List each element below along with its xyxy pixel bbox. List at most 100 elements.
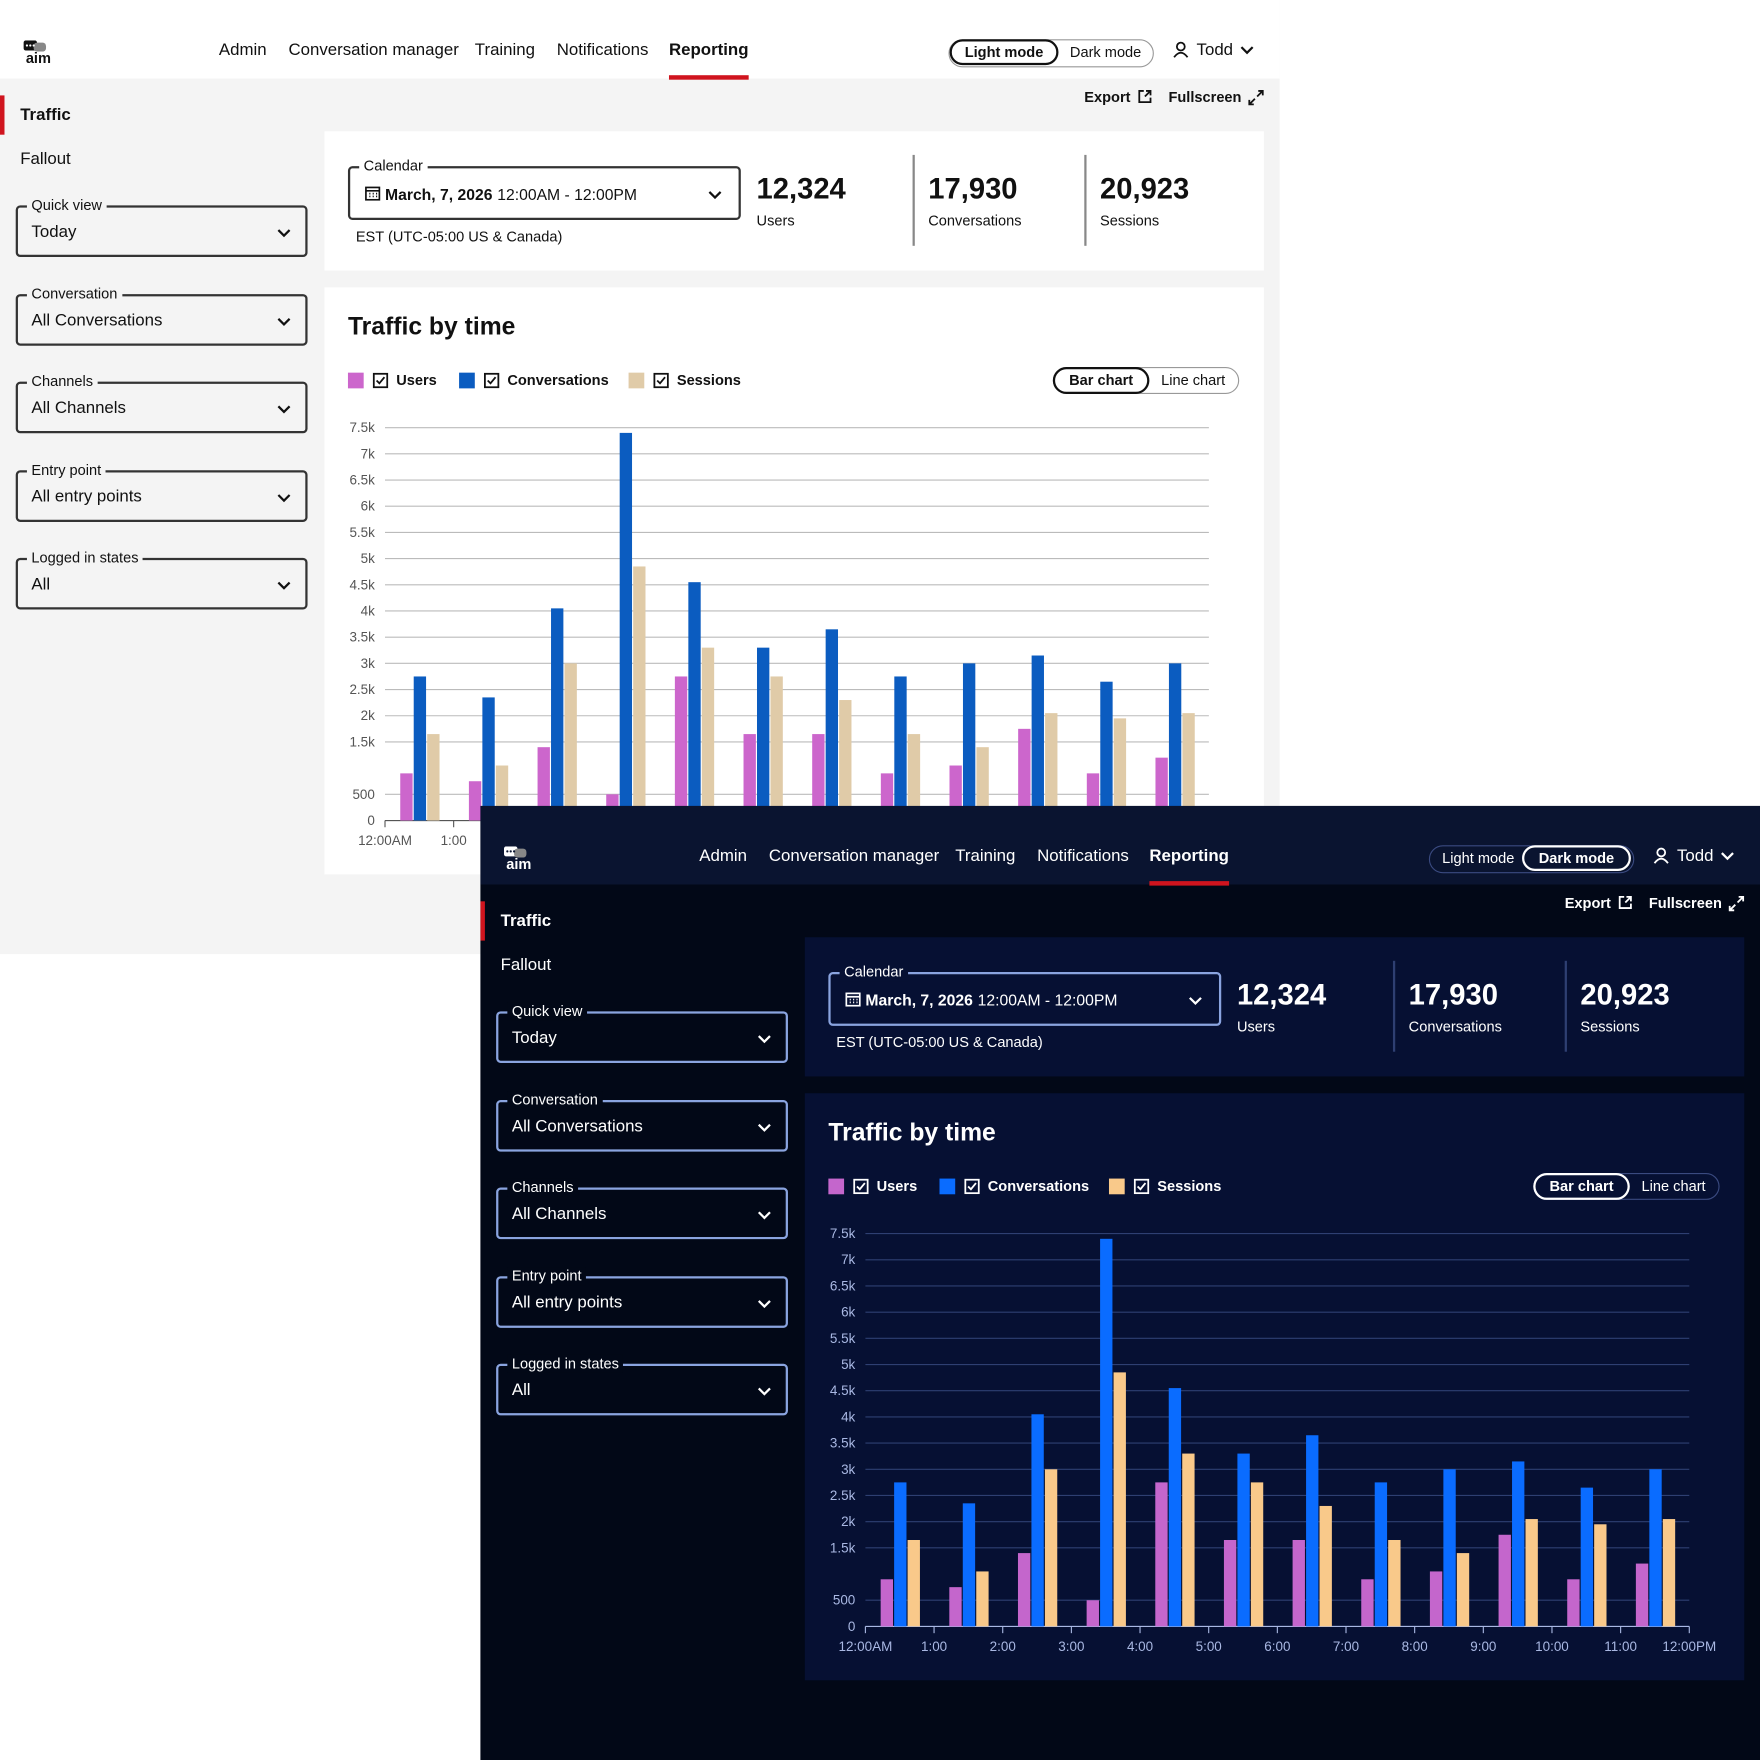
legend-checkbox[interactable] [653,372,669,389]
export-button[interactable]: Export [1564,894,1611,912]
sidebar-tab[interactable]: Fallout [500,955,552,975]
x-tick-label: 6:00 [1264,1639,1290,1654]
user-name[interactable]: Todd [1196,40,1234,60]
stat-value: 17,930 [928,172,1018,206]
y-tick-label: 3k [361,656,375,671]
y-tick-label: 3k [841,1462,855,1477]
filter-select[interactable]: Conversation All Conversations [15,285,308,346]
legend-checkbox[interactable] [1133,1178,1150,1195]
legend-checkbox[interactable] [372,372,389,389]
sidebar-tab[interactable]: Traffic [500,911,552,931]
y-tick-label: 6.5k [830,1278,856,1293]
filter-select[interactable]: Logged in states All [496,1354,788,1416]
logo-text: aim [506,855,532,873]
chart-title: Traffic by time [828,1117,996,1146]
chart-type-toggle[interactable]: Bar chart Line chart [1533,1172,1720,1200]
y-tick-label: 7.5k [830,1226,856,1241]
chart-type-toggle[interactable]: Bar chart Line chart [1052,367,1240,394]
stat-label: Sessions [1100,212,1160,230]
bar [551,608,564,821]
legend-label[interactable]: Sessions [676,371,741,389]
nav-item[interactable]: Admin [218,40,267,60]
legend-label[interactable]: Sessions [1157,1177,1222,1195]
x-tick-label: 1:00 [921,1639,947,1654]
fullscreen-button[interactable]: Fullscreen [1168,88,1242,106]
calendar-select[interactable]: Calendar March, 7, 2026 12:00AM - 12:00PM [347,157,741,221]
bar [894,676,907,821]
x-tick-label: 5:00 [1196,1639,1222,1654]
bar [1155,757,1168,821]
nav-item[interactable]: Training [474,40,536,60]
bar [1044,1469,1058,1627]
filter-value: Today [511,1028,557,1048]
x-tick-label: 7:00 [1333,1639,1359,1654]
y-tick-label: 2.5k [830,1488,856,1503]
sidebar-tab[interactable]: Traffic [20,105,71,125]
filter-value: All [31,574,51,594]
nav-item[interactable]: Training [955,846,1016,866]
stat-value: 12,324 [1236,978,1327,1012]
filter-select[interactable]: Channels All Channels [496,1178,788,1240]
logo-text: aim [25,49,51,67]
export-button[interactable]: Export [1084,88,1131,106]
legend-swatch [1108,1178,1125,1195]
filter-select[interactable]: Quick view Today [496,1002,788,1063]
filter-select[interactable]: Logged in states All [15,548,308,610]
mode-option-active[interactable]: Light mode [949,39,1059,66]
legend-label[interactable]: Conversations [507,371,609,389]
nav-item[interactable]: Reporting [1149,846,1229,866]
y-tick-label: 4k [361,603,375,618]
legend-checkbox[interactable] [853,1178,869,1195]
stat-divider [1564,960,1567,1052]
chart-type-active[interactable]: Bar chart [1533,1172,1630,1200]
mode-toggle[interactable]: Light mode Dark mode [1428,845,1635,874]
mode-option[interactable]: Light mode [1442,849,1515,867]
bar [1567,1579,1580,1627]
bar [907,734,921,821]
legend-label[interactable]: Users [876,1177,918,1195]
sidebar-tab[interactable]: Fallout [20,149,71,169]
nav-item[interactable]: Conversation manager [288,40,459,60]
bar [400,773,413,821]
y-tick-label: 7k [841,1252,855,1267]
filter-chevron [757,1035,771,1044]
stat-label: Users [756,212,795,230]
nav-item[interactable]: Admin [699,846,748,866]
filter-select[interactable]: Entry point All entry points [15,461,308,522]
nav-item[interactable]: Reporting [668,40,749,60]
fullscreen-button[interactable]: Fullscreen [1648,894,1722,912]
chart-type-option[interactable]: Line chart [1161,371,1226,389]
y-tick-label: 7.5k [349,420,375,435]
nav-item[interactable]: Conversation manager [768,846,940,866]
filter-select[interactable]: Quick view Today [15,196,308,258]
user-name[interactable]: Todd [1676,846,1714,866]
filter-select[interactable]: Channels All Channels [15,372,308,434]
nav-item[interactable]: Notifications [1037,846,1129,866]
bar [1635,1563,1649,1627]
legend-label[interactable]: Users [396,371,437,389]
bar [1306,1435,1319,1627]
chart-type-active[interactable]: Bar chart [1052,367,1150,394]
mode-option-active[interactable]: Dark mode [1522,845,1631,872]
stat-divider [1084,154,1087,246]
user-chevron [1240,46,1254,55]
calendar-select[interactable]: Calendar March, 7, 2026 12:00AM - 12:00PM [828,963,1222,1026]
filter-select[interactable]: Entry point All entry points [496,1267,788,1328]
nav-item[interactable]: Notifications [556,40,649,60]
legend-checkbox[interactable] [484,372,500,389]
filter-select[interactable]: Conversation All Conversations [496,1091,788,1152]
filter-value: All Conversations [511,1116,643,1136]
filter-label: Entry point [507,1267,587,1286]
export-icon [1138,90,1152,104]
chart-type-option[interactable]: Line chart [1641,1177,1706,1195]
summary-card: Calendar March, 7, 2026 12:00AM - 12:00PM E… [324,131,1264,271]
bar [1374,1482,1388,1627]
bar [976,1571,989,1627]
bar [564,663,577,821]
mode-toggle[interactable]: Light mode Dark mode [948,39,1154,68]
legend-label[interactable]: Conversations [987,1177,1090,1195]
legend-checkbox[interactable] [964,1178,980,1195]
bar [1498,1534,1511,1627]
bar [1086,1600,1099,1627]
mode-option[interactable]: Dark mode [1069,43,1142,61]
